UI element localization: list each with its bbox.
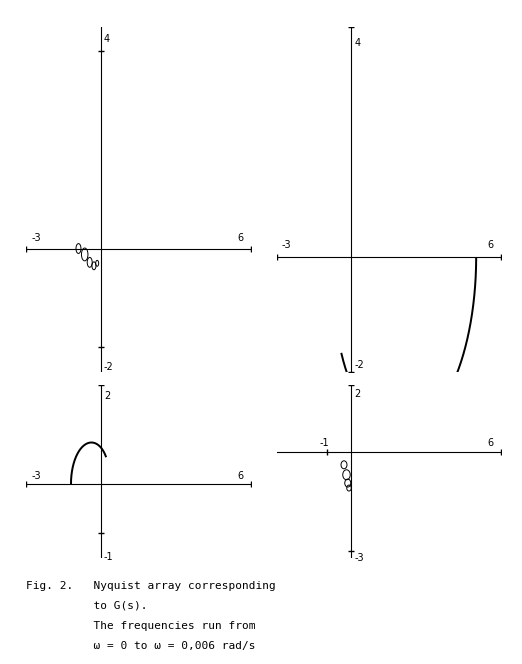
Text: -1: -1	[319, 438, 329, 448]
Text: 6: 6	[488, 438, 494, 448]
Text: 4: 4	[104, 34, 110, 44]
Text: to G(s).: to G(s).	[26, 601, 148, 611]
Text: 2: 2	[354, 389, 361, 399]
Text: -3: -3	[354, 552, 364, 563]
Text: The frequencies run from: The frequencies run from	[26, 621, 256, 631]
Text: -2: -2	[104, 362, 114, 372]
Text: Fig. 2.   Nyquist array corresponding: Fig. 2. Nyquist array corresponding	[26, 581, 276, 591]
Text: -3: -3	[31, 232, 41, 242]
Text: 6: 6	[237, 232, 243, 242]
Text: -3: -3	[31, 471, 41, 481]
Text: 2: 2	[104, 391, 110, 401]
Text: 4: 4	[354, 38, 361, 48]
Text: ω = 0 to ω = 0,006 rad/s: ω = 0 to ω = 0,006 rad/s	[26, 641, 256, 651]
Text: -3: -3	[282, 240, 291, 250]
Text: -1: -1	[104, 552, 114, 562]
Text: 6: 6	[488, 240, 494, 250]
Text: 6: 6	[237, 471, 243, 481]
Text: -2: -2	[354, 361, 364, 371]
